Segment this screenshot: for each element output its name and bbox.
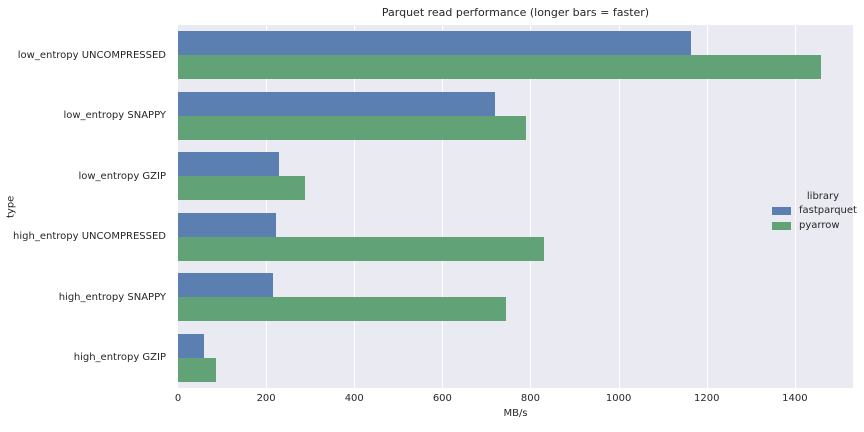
y-tick-label: low_entropy GZIP — [78, 170, 166, 182]
legend-entry-pyarrow: pyarrow — [772, 220, 864, 231]
y-tick-labels: low_entropy UNCOMPRESSED low_entropy SNAP… — [0, 25, 172, 388]
plot-area — [178, 25, 853, 388]
legend-entries: fastparquet pyarrow — [772, 205, 864, 231]
bar-fastparquet — [178, 31, 692, 56]
gridline — [442, 25, 444, 388]
y-tick-label: high_entropy GZIP — [73, 352, 166, 364]
x-tick-label: 1000 — [605, 393, 632, 404]
legend-label: fastparquet — [799, 205, 857, 216]
x-tick-label: 200 — [256, 393, 276, 404]
bar-pyarrow — [178, 236, 544, 261]
x-tick-label: 0 — [174, 393, 182, 404]
legend-swatch-icon — [772, 206, 791, 215]
x-tick-label: 800 — [520, 393, 541, 404]
bar-pyarrow — [178, 55, 822, 80]
x-tick-label: 1400 — [782, 393, 808, 404]
y-tick-label: low_entropy SNAPPY — [63, 110, 166, 122]
legend-swatch-icon — [772, 221, 791, 230]
x-tick-label: 400 — [344, 393, 364, 404]
legend-entry-fastparquet: fastparquet — [772, 205, 864, 216]
x-tick-label: 600 — [432, 393, 452, 404]
y-tick-label: low_entropy UNCOMPRESSED — [17, 49, 166, 61]
bar-fastparquet — [178, 273, 273, 298]
x-tick-labels: 0 200 400 600 800 1000 1200 1400 — [174, 393, 853, 406]
gridline — [794, 25, 796, 388]
bar-fastparquet — [178, 152, 280, 177]
y-tick-label: high_entropy UNCOMPRESSED — [13, 231, 166, 243]
bar-pyarrow — [178, 115, 527, 140]
y-tick-label: high_entropy SNAPPY — [58, 291, 166, 303]
x-tick-label: 1200 — [693, 393, 720, 404]
bar-pyarrow — [178, 357, 216, 382]
gridline — [530, 25, 532, 388]
bar-fastparquet — [178, 91, 496, 116]
bar-fastparquet — [178, 333, 205, 358]
gridline — [618, 25, 620, 388]
bar-pyarrow — [178, 297, 507, 322]
legend-label: pyarrow — [799, 220, 840, 231]
bar-group — [178, 146, 853, 207]
bar-group — [178, 328, 853, 389]
bar-fastparquet — [178, 212, 276, 237]
chart-title: Parquet read performance (longer bars = … — [381, 6, 650, 19]
bar-group — [178, 25, 853, 86]
bar-group — [178, 207, 853, 268]
bar-group — [178, 86, 853, 147]
gridline — [266, 25, 268, 388]
x-axis-label: MB/s — [503, 408, 528, 419]
gridline — [354, 25, 356, 388]
gridline — [706, 25, 708, 388]
legend-title: library — [806, 191, 840, 202]
bar-group — [178, 267, 853, 328]
legend: library fastparquet pyarrow — [772, 191, 864, 235]
bar-pyarrow — [178, 176, 305, 201]
